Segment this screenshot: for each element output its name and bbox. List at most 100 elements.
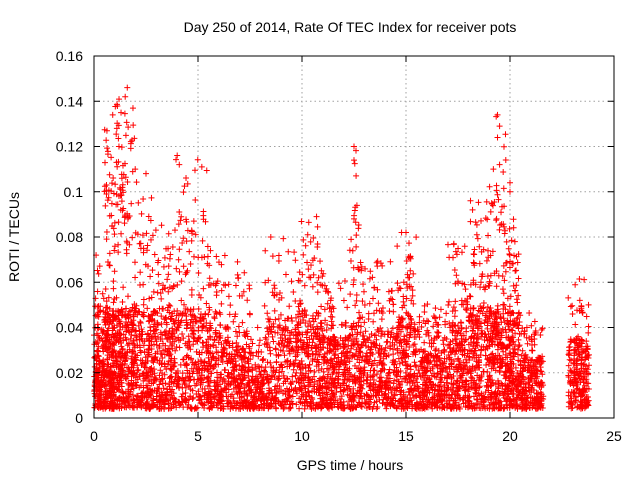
data-point (262, 334, 269, 341)
data-point (186, 338, 193, 345)
data-point (95, 270, 102, 277)
data-point (148, 345, 155, 352)
data-point (291, 249, 298, 256)
data-point (155, 280, 162, 287)
data-point (199, 365, 206, 372)
data-point (318, 303, 325, 310)
data-point (292, 257, 299, 264)
data-point (235, 323, 242, 330)
data-point (500, 143, 507, 150)
data-point (186, 248, 193, 255)
data-point (111, 231, 118, 238)
data-point (124, 321, 131, 328)
data-point (267, 350, 274, 357)
data-point (111, 268, 118, 275)
data-point (340, 297, 347, 304)
data-point (114, 201, 121, 208)
data-point (506, 251, 513, 258)
data-point (183, 174, 190, 181)
data-point (145, 394, 152, 401)
data-point (484, 216, 491, 223)
data-point (129, 350, 136, 357)
data-point (490, 405, 497, 412)
data-point (160, 263, 167, 270)
data-point (383, 339, 390, 346)
data-point (109, 223, 116, 230)
data-point (327, 313, 334, 320)
data-point (123, 246, 130, 253)
data-point (108, 351, 115, 358)
data-point (393, 373, 400, 380)
data-point (150, 288, 157, 295)
data-point (110, 285, 117, 292)
data-point (502, 157, 509, 164)
data-point (142, 364, 149, 371)
data-point (483, 257, 490, 264)
data-point (168, 342, 175, 349)
data-point (200, 285, 207, 292)
data-point (110, 299, 117, 306)
data-point (513, 267, 520, 274)
data-point (407, 267, 414, 274)
data-point (314, 223, 321, 230)
data-point (107, 364, 114, 371)
data-point (531, 341, 538, 348)
data-point (421, 308, 428, 315)
data-point (411, 341, 418, 348)
data-point (222, 282, 229, 289)
data-point (156, 342, 163, 349)
data-point (172, 347, 179, 354)
data-point (289, 373, 296, 380)
data-point (513, 282, 520, 289)
data-point (184, 352, 191, 359)
data-point (188, 355, 195, 362)
data-point (102, 202, 109, 209)
data-point (117, 308, 124, 315)
data-point (115, 312, 122, 319)
data-point (307, 238, 314, 245)
data-point (478, 217, 485, 224)
data-point (99, 290, 106, 297)
data-point (163, 314, 170, 321)
data-point (357, 259, 364, 266)
data-point (189, 312, 196, 319)
data-point (165, 245, 172, 252)
data-point (94, 267, 101, 274)
data-point (100, 295, 107, 302)
data-point (113, 385, 120, 392)
data-point (135, 366, 142, 373)
data-point (136, 308, 143, 315)
data-point (134, 376, 141, 383)
data-point (203, 300, 210, 307)
data-point (182, 384, 189, 391)
data-point (116, 184, 123, 191)
data-point (162, 401, 169, 408)
data-point (164, 386, 171, 393)
data-point (139, 328, 146, 335)
data-point (100, 377, 107, 384)
data-point (112, 181, 119, 188)
data-point (123, 327, 130, 333)
data-point (141, 348, 148, 355)
data-point (165, 352, 172, 359)
data-point (248, 336, 255, 343)
data-point (416, 313, 423, 320)
data-point (119, 350, 126, 357)
data-point (126, 346, 133, 353)
data-point (104, 197, 111, 204)
data-point (130, 337, 137, 344)
data-point (296, 405, 303, 412)
data-point (166, 301, 173, 308)
data-point (115, 338, 122, 345)
data-point (140, 372, 147, 379)
data-point (271, 307, 278, 314)
data-point (137, 399, 144, 406)
data-point (474, 235, 481, 242)
data-point (188, 405, 195, 412)
data-point (102, 396, 109, 403)
data-point (101, 126, 108, 133)
data-point (462, 286, 469, 293)
data-point (389, 325, 396, 332)
data-point (122, 313, 129, 320)
